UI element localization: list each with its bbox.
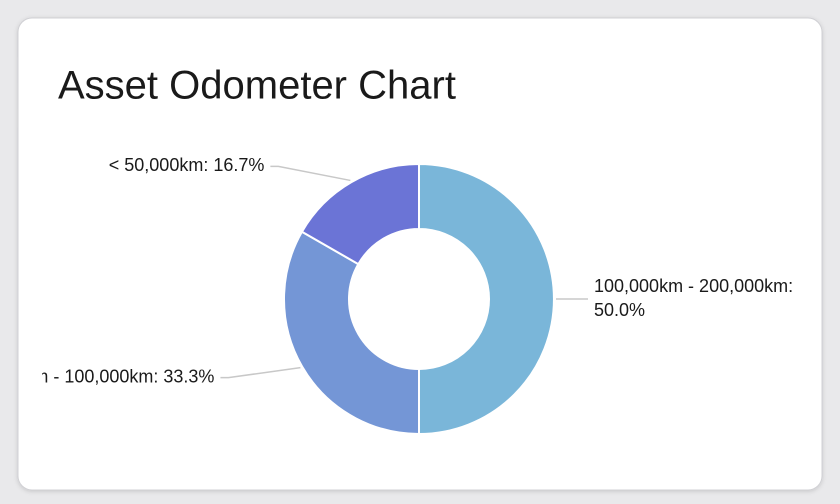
leader-line — [270, 165, 351, 182]
donut-slice — [283, 230, 420, 436]
donut-slice — [300, 162, 420, 266]
slice-label: 50,000km - 100,000km: 33.3% — [0, 366, 214, 386]
slice-label: < 50,000km: 16.7% — [109, 155, 265, 175]
slice-label: 50.0% — [594, 300, 645, 320]
chart-title: Asset Odometer Chart — [58, 64, 456, 108]
leader-line — [220, 366, 301, 379]
slice-label: 100,000km - 200,000km: — [594, 276, 793, 296]
card — [17, 17, 823, 491]
donut-chart: 100,000km - 200,000km: 50.0% 50,000km - 10… — [0, 155, 793, 436]
donut-slice — [418, 162, 555, 436]
